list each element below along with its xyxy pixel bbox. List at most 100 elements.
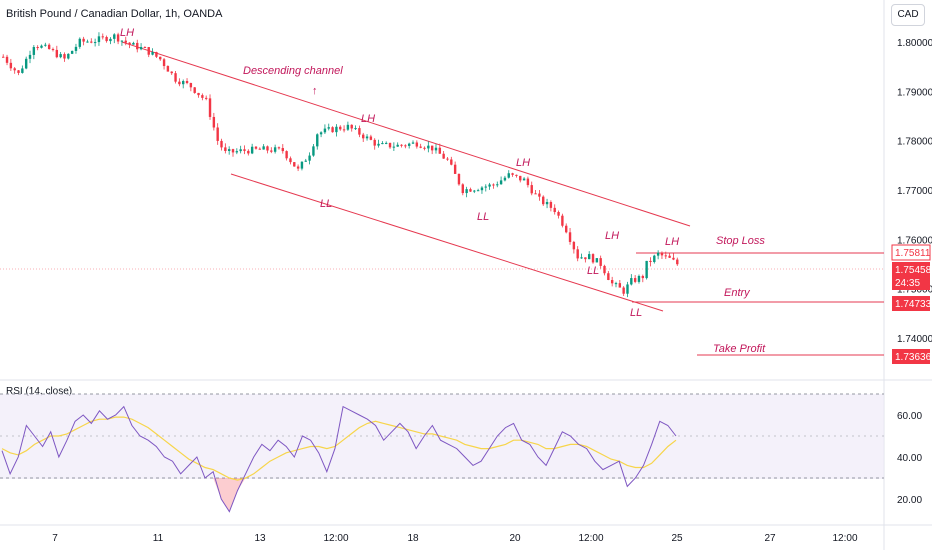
candle[interactable] [637, 274, 641, 284]
candle[interactable] [499, 176, 503, 185]
candle[interactable] [197, 92, 200, 98]
candle[interactable] [576, 246, 579, 262]
candle[interactable] [645, 260, 648, 280]
candle[interactable] [224, 143, 227, 154]
candle[interactable] [641, 274, 645, 283]
candle[interactable] [465, 186, 468, 198]
candle[interactable] [258, 147, 262, 150]
candle[interactable] [587, 251, 591, 260]
candle[interactable] [67, 53, 70, 60]
candle[interactable] [526, 176, 530, 188]
candle[interactable] [653, 254, 656, 264]
candle[interactable] [166, 65, 170, 72]
candle[interactable] [97, 32, 101, 46]
candle[interactable] [492, 183, 495, 189]
candle[interactable] [174, 71, 177, 84]
candle[interactable] [212, 112, 216, 131]
candle[interactable] [128, 42, 131, 49]
candle[interactable] [82, 36, 85, 46]
candle[interactable] [538, 189, 541, 201]
candle[interactable] [243, 145, 246, 155]
candle[interactable] [607, 271, 610, 281]
candle[interactable] [446, 156, 449, 161]
candle[interactable] [36, 45, 39, 51]
candle[interactable] [193, 87, 196, 94]
candle[interactable] [672, 253, 675, 261]
candle[interactable] [392, 142, 396, 151]
candle[interactable] [545, 198, 549, 209]
candle[interactable] [47, 43, 51, 50]
rsi-series[interactable] [1, 405, 677, 513]
candle[interactable] [120, 40, 124, 46]
candle[interactable] [208, 94, 212, 120]
candle[interactable] [549, 200, 553, 212]
candle[interactable] [453, 161, 457, 174]
candle[interactable] [407, 142, 411, 149]
candle[interactable] [515, 174, 518, 178]
candle[interactable] [293, 161, 296, 167]
candlestick-series[interactable] [2, 32, 679, 298]
candle[interactable] [676, 257, 679, 266]
stop-loss-label[interactable]: Stop Loss [716, 235, 765, 247]
candle[interactable] [423, 146, 426, 151]
candle[interactable] [136, 39, 139, 53]
candle[interactable] [28, 50, 32, 64]
candle[interactable] [603, 264, 606, 276]
candle[interactable] [519, 175, 522, 183]
candle[interactable] [182, 79, 185, 89]
take-profit-label[interactable]: Take Profit [713, 343, 766, 355]
candle[interactable] [90, 38, 93, 44]
candle[interactable] [630, 274, 633, 286]
candle[interactable] [557, 210, 560, 219]
candle[interactable] [262, 144, 265, 150]
candle[interactable] [542, 195, 545, 206]
candle[interactable] [216, 123, 219, 145]
descending-channel-label[interactable]: Descending channel [243, 65, 343, 77]
candle[interactable] [300, 161, 304, 171]
candle[interactable] [63, 52, 66, 62]
candle[interactable] [78, 37, 81, 49]
candle[interactable] [44, 42, 47, 47]
rsi-line[interactable] [1, 405, 677, 513]
candle[interactable] [155, 51, 158, 59]
candle[interactable] [591, 253, 595, 264]
candle[interactable] [610, 276, 614, 287]
candle[interactable] [235, 148, 239, 155]
candle[interactable] [476, 188, 480, 192]
candle[interactable] [572, 240, 576, 254]
candle[interactable] [664, 251, 667, 260]
candle[interactable] [626, 281, 629, 298]
candle[interactable] [239, 145, 242, 154]
candle[interactable] [9, 58, 13, 71]
candle[interactable] [434, 143, 438, 154]
candle[interactable] [507, 170, 510, 179]
candle[interactable] [319, 131, 323, 138]
candle[interactable] [584, 257, 587, 263]
candle[interactable] [496, 181, 499, 188]
candle[interactable] [580, 253, 583, 259]
candle[interactable] [561, 213, 564, 228]
candle[interactable] [132, 41, 135, 45]
currency-button[interactable]: CAD [891, 4, 925, 26]
candle[interactable] [599, 255, 602, 269]
channel-upper-line[interactable] [121, 41, 691, 227]
candle[interactable] [185, 78, 189, 85]
candle[interactable] [51, 47, 55, 52]
candle[interactable] [404, 144, 407, 149]
candle[interactable] [656, 250, 660, 260]
candle[interactable] [304, 158, 307, 162]
candle[interactable] [17, 69, 20, 76]
candle[interactable] [86, 39, 89, 43]
candle[interactable] [5, 54, 9, 66]
candle[interactable] [2, 54, 5, 58]
candle[interactable] [438, 143, 442, 154]
candle[interactable] [450, 156, 453, 166]
candle[interactable] [342, 125, 346, 133]
candle[interactable] [13, 67, 16, 74]
candle[interactable] [296, 164, 300, 172]
candle[interactable] [377, 139, 380, 148]
candle[interactable] [323, 124, 327, 135]
candle[interactable] [373, 138, 376, 150]
candle[interactable] [289, 156, 292, 165]
candle[interactable] [143, 46, 147, 49]
